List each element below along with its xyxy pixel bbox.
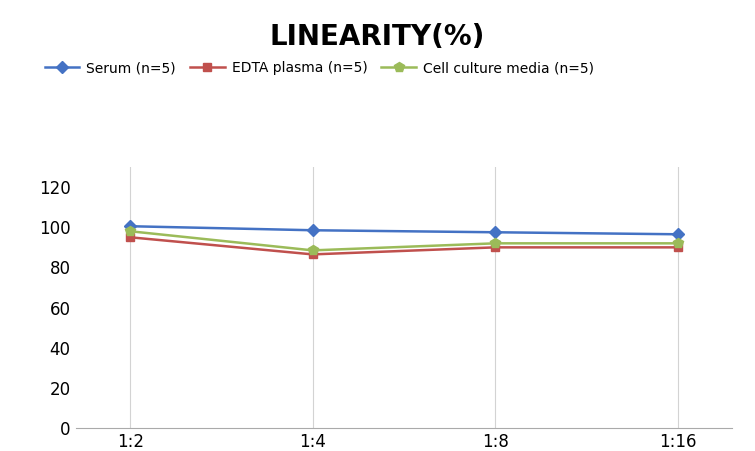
Text: LINEARITY(%): LINEARITY(%) — [270, 23, 485, 51]
Cell culture media (n=5) — [491, 241, 500, 246]
Line: EDTA plasma (n=5): EDTA plasma (n=5) — [126, 233, 682, 258]
Cell culture media (n=5) — [125, 229, 135, 234]
EDTA plasma (n=5) — [308, 252, 317, 257]
Line: Serum (n=5): Serum (n=5) — [126, 222, 682, 239]
EDTA plasma (n=5) — [491, 244, 500, 250]
Serum (n=5) — [125, 224, 135, 229]
Serum (n=5) — [491, 230, 500, 235]
Serum (n=5) — [673, 231, 683, 237]
Cell culture media (n=5) — [673, 241, 683, 246]
Cell culture media (n=5) — [308, 248, 317, 253]
EDTA plasma (n=5) — [125, 235, 135, 240]
Serum (n=5) — [308, 228, 317, 233]
EDTA plasma (n=5) — [673, 244, 683, 250]
Line: Cell culture media (n=5): Cell culture media (n=5) — [125, 226, 683, 255]
Legend: Serum (n=5), EDTA plasma (n=5), Cell culture media (n=5): Serum (n=5), EDTA plasma (n=5), Cell cul… — [45, 61, 594, 75]
